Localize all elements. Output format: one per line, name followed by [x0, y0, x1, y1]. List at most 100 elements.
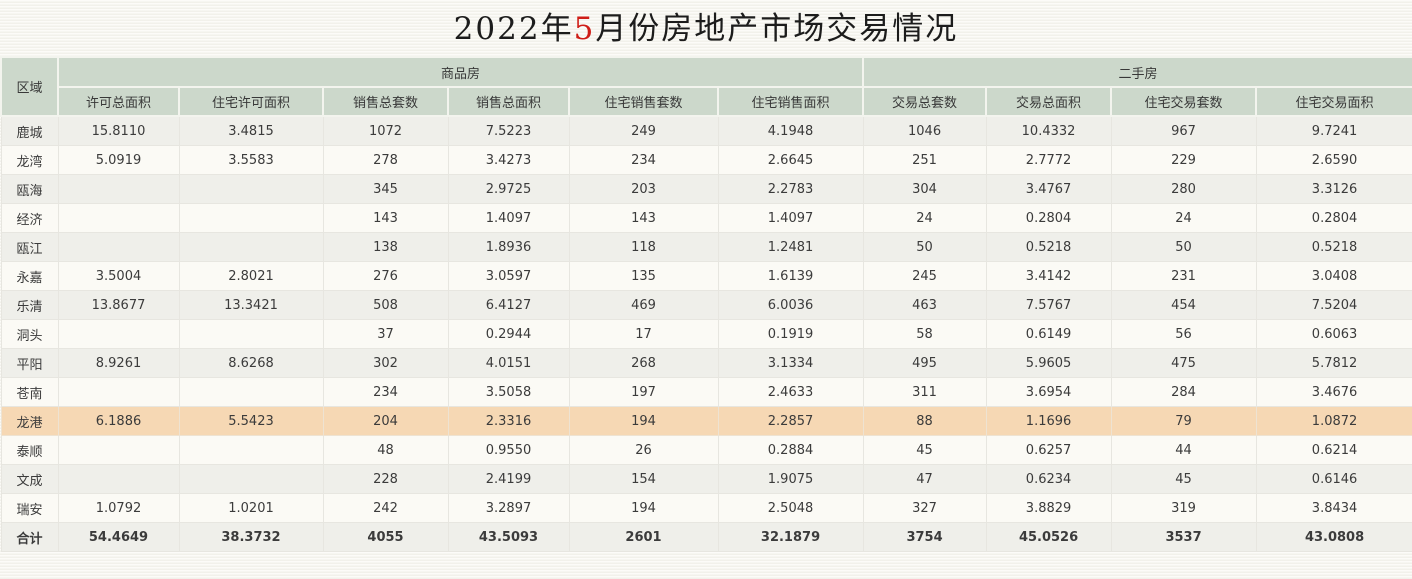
table-row: 文成 228 2.4199 154 1.9075 47 0.6234 45 0.6146 — [0, 464, 1412, 494]
data-cell: 1.2481 — [717, 232, 864, 262]
data-cell: 495 — [862, 348, 987, 378]
data-cell: 2.9725 — [447, 174, 570, 204]
data-cell: 1.0872 — [1255, 406, 1412, 436]
table-row: 苍南 234 3.5058 197 2.4633 311 3.6954 284 3.4676 — [0, 377, 1412, 407]
data-cell: 5.0919 — [57, 145, 180, 175]
real-estate-transactions-table: 区域 商品房 二手房 许可总面积 住宅许可面积 销售总套数 销售总面积 住宅销售套数 住宅… — [0, 56, 1412, 552]
data-cell: 3.4273 — [447, 145, 570, 175]
region-cell: 龙港 — [0, 406, 59, 436]
data-cell: 135 — [568, 261, 719, 291]
data-cell: 3.8434 — [1255, 493, 1412, 523]
data-cell: 0.6257 — [985, 435, 1112, 465]
data-cell — [178, 319, 324, 349]
data-cell: 203 — [568, 174, 719, 204]
data-cell: 0.6146 — [1255, 464, 1412, 494]
region-cell: 瑞安 — [0, 493, 59, 523]
data-cell: 58 — [862, 319, 987, 349]
data-cell: 5.5423 — [178, 406, 324, 436]
data-cell: 1.6139 — [717, 261, 864, 291]
data-cell: 4.1948 — [717, 115, 864, 146]
data-cell: 48 — [322, 435, 449, 465]
title-month-number: 5 — [573, 11, 596, 47]
data-cell: 6.0036 — [717, 290, 864, 320]
region-cell: 乐清 — [0, 290, 59, 320]
data-cell: 0.6063 — [1255, 319, 1412, 349]
data-cell: 1.0792 — [57, 493, 180, 523]
title-year-part: 2022年 — [453, 11, 574, 47]
data-cell: 24 — [862, 203, 987, 233]
data-cell: 2.6590 — [1255, 145, 1412, 175]
data-cell — [57, 464, 180, 494]
data-cell: 1046 — [862, 115, 987, 146]
data-cell: 9.7241 — [1255, 115, 1412, 146]
column-header: 住宅销售套数 — [568, 86, 719, 117]
data-cell: 2.4633 — [717, 377, 864, 407]
data-cell: 319 — [1110, 493, 1257, 523]
data-cell: 1072 — [322, 115, 449, 146]
data-cell: 345 — [322, 174, 449, 204]
total-row: 合计 54.4649 38.3732 4055 43.5093 2601 32.1879 37… — [0, 522, 1412, 552]
table-row: 鹿城 15.8110 3.4815 1072 7.5223 249 4.1948 1046 10… — [0, 115, 1412, 146]
data-cell: 43.0808 — [1255, 522, 1412, 552]
data-cell: 1.4097 — [447, 203, 570, 233]
data-cell: 302 — [322, 348, 449, 378]
data-cell: 1.4097 — [717, 203, 864, 233]
data-cell: 0.2884 — [717, 435, 864, 465]
data-cell: 3537 — [1110, 522, 1257, 552]
data-cell — [57, 174, 180, 204]
data-cell: 26 — [568, 435, 719, 465]
data-cell: 3.0597 — [447, 261, 570, 291]
data-cell: 0.6234 — [985, 464, 1112, 494]
data-cell: 0.5218 — [1255, 232, 1412, 262]
data-cell: 1.0201 — [178, 493, 324, 523]
data-cell — [57, 435, 180, 465]
column-header: 许可总面积 — [57, 86, 180, 117]
column-header: 住宅交易面积 — [1255, 86, 1412, 117]
data-cell: 138 — [322, 232, 449, 262]
region-cell: 经济 — [0, 203, 59, 233]
column-header: 住宅销售面积 — [716, 86, 865, 117]
data-cell: 37 — [322, 319, 449, 349]
data-cell: 143 — [568, 203, 719, 233]
data-cell: 194 — [568, 493, 719, 523]
data-cell — [57, 319, 180, 349]
data-cell: 234 — [322, 377, 449, 407]
data-cell: 197 — [568, 377, 719, 407]
data-cell: 3.4676 — [1255, 377, 1412, 407]
data-cell: 2.5048 — [717, 493, 864, 523]
data-cell: 7.5223 — [447, 115, 570, 146]
data-cell: 1.1696 — [985, 406, 1112, 436]
data-cell: 6.4127 — [447, 290, 570, 320]
column-header: 交易总面积 — [985, 86, 1113, 117]
data-cell: 2.8021 — [178, 261, 324, 291]
column-header: 交易总套数 — [862, 86, 988, 117]
data-cell: 3.0408 — [1255, 261, 1412, 291]
data-cell: 154 — [568, 464, 719, 494]
data-cell: 311 — [862, 377, 987, 407]
data-cell: 8.9261 — [57, 348, 180, 378]
data-cell: 13.8677 — [57, 290, 180, 320]
column-header: 销售总面积 — [447, 86, 570, 117]
data-cell: 4055 — [322, 522, 449, 552]
table-row: 瓯江 138 1.8936 118 1.2481 50 0.5218 50 0.5218 — [0, 232, 1412, 262]
data-cell: 249 — [568, 115, 719, 146]
data-cell: 3.8829 — [985, 493, 1112, 523]
table-row: 泰顺 48 0.9550 26 0.2884 45 0.6257 44 0.6214 — [0, 435, 1412, 465]
table-row: 平阳 8.9261 8.6268 302 4.0151 268 3.1334 495 5.960… — [0, 348, 1412, 378]
data-cell: 231 — [1110, 261, 1257, 291]
data-cell: 50 — [862, 232, 987, 262]
data-cell: 13.3421 — [178, 290, 324, 320]
table-body: 鹿城 15.8110 3.4815 1072 7.5223 249 4.1948 1046 10… — [0, 115, 1412, 552]
data-cell: 463 — [862, 290, 987, 320]
data-cell: 276 — [322, 261, 449, 291]
data-cell: 204 — [322, 406, 449, 436]
region-cell: 鹿城 — [0, 115, 59, 146]
data-cell: 304 — [862, 174, 987, 204]
data-cell: 6.1886 — [57, 406, 180, 436]
data-cell: 15.8110 — [57, 115, 180, 146]
data-cell: 251 — [862, 145, 987, 175]
data-cell: 1.9075 — [717, 464, 864, 494]
data-cell: 4.0151 — [447, 348, 570, 378]
data-cell: 50 — [1110, 232, 1257, 262]
data-cell: 8.6268 — [178, 348, 324, 378]
